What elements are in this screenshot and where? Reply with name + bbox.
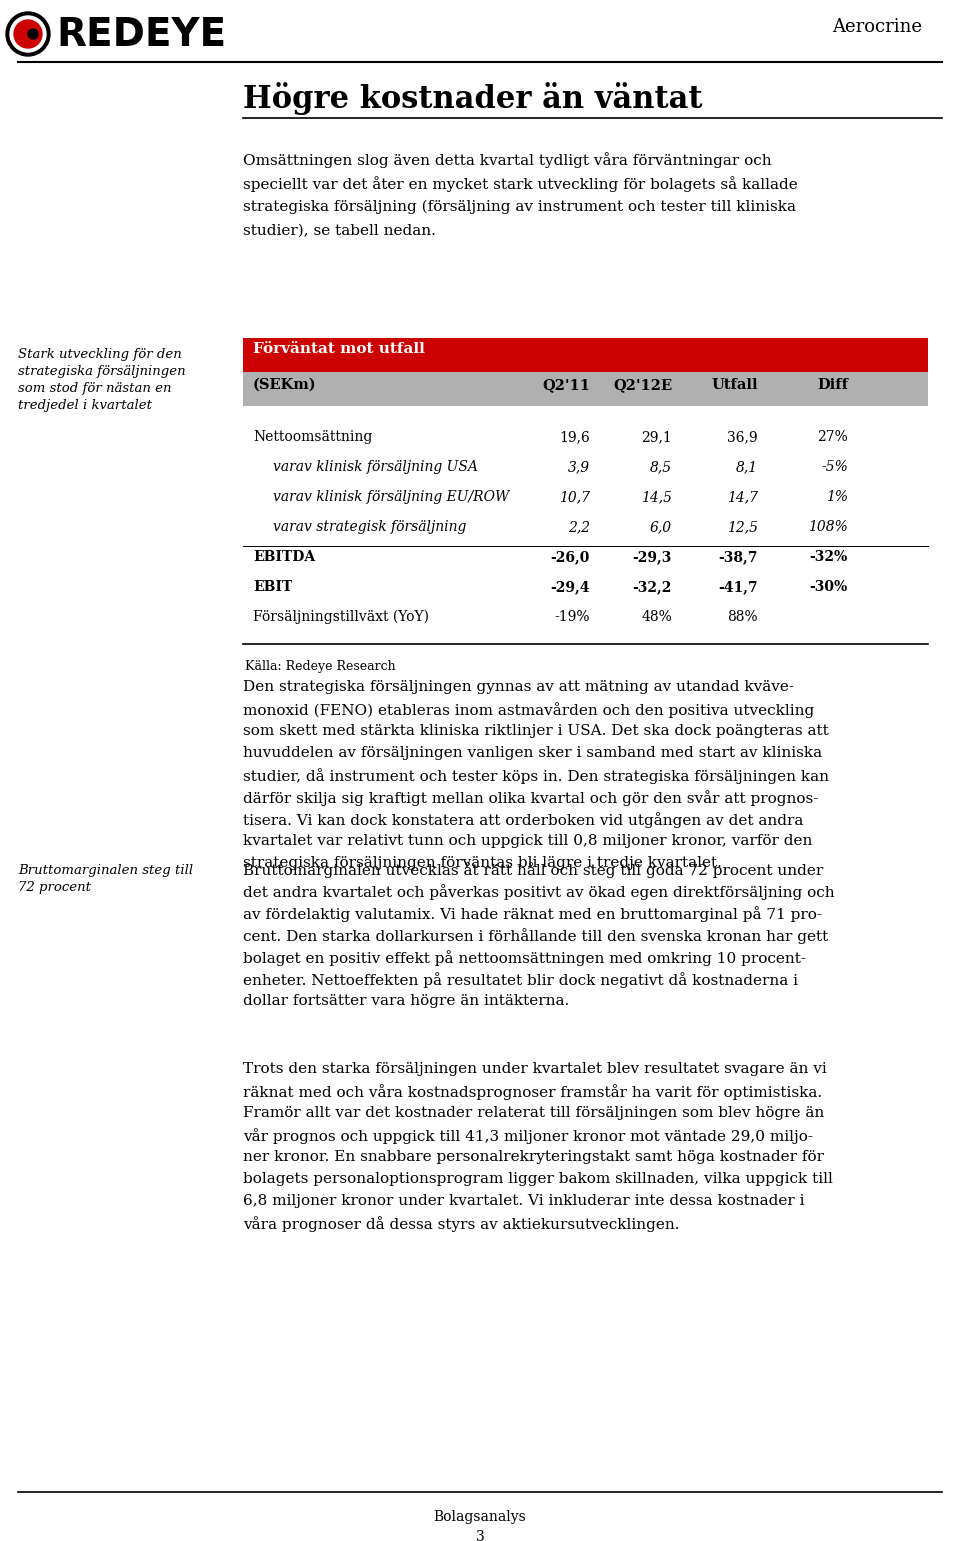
Text: dollar fortsätter vara högre än intäkterna.: dollar fortsätter vara högre än intäkter… (243, 994, 569, 1008)
Text: Källa: Redeye Research: Källa: Redeye Research (245, 660, 396, 673)
Text: enheter. Nettoeffekten på resultatet blir dock negativt då kostnaderna i: enheter. Nettoeffekten på resultatet bli… (243, 972, 798, 988)
Text: -41,7: -41,7 (718, 579, 758, 593)
Text: Utfall: Utfall (711, 378, 758, 391)
Text: det andra kvartalet och påverkas positivt av ökad egen direktförsäljning och: det andra kvartalet och påverkas positiv… (243, 885, 834, 900)
Text: 14,5: 14,5 (641, 490, 672, 504)
Text: Framör allt var det kostnader relaterat till försäljningen som blev högre än: Framör allt var det kostnader relaterat … (243, 1106, 825, 1120)
Text: huvuddelen av försäljningen vanligen sker i samband med start av kliniska: huvuddelen av försäljningen vanligen ske… (243, 746, 822, 760)
Text: 88%: 88% (728, 610, 758, 624)
Text: -26,0: -26,0 (551, 550, 590, 564)
Text: 6,0: 6,0 (650, 519, 672, 535)
Text: tisera. Vi kan dock konstatera att orderboken vid utgången av det andra: tisera. Vi kan dock konstatera att order… (243, 812, 804, 828)
Text: 48%: 48% (641, 610, 672, 624)
Text: Q2'12E: Q2'12E (612, 378, 672, 391)
Text: -32%: -32% (809, 550, 848, 564)
Text: varav strategisk försäljning: varav strategisk försäljning (273, 519, 467, 535)
Text: 12,5: 12,5 (727, 519, 758, 535)
Text: 2,2: 2,2 (568, 519, 590, 535)
Text: bolaget en positiv effekt på nettoomsättningen med omkring 10 procent-: bolaget en positiv effekt på nettoomsätt… (243, 949, 806, 966)
Text: vår prognos och uppgick till 41,3 miljoner kronor mot väntade 29,0 miljo-: vår prognos och uppgick till 41,3 miljon… (243, 1128, 813, 1143)
Text: speciellt var det åter en mycket stark utveckling för bolagets så kallade: speciellt var det åter en mycket stark u… (243, 176, 798, 193)
Text: Diff: Diff (817, 378, 848, 391)
Text: strategiska försäljningen förväntas bli lägre i tredje kvartalet.: strategiska försäljningen förväntas bli … (243, 855, 722, 871)
Bar (243, 337, 928, 371)
Circle shape (10, 15, 46, 52)
Text: strategiska försäljning (försäljning av instrument och tester till kliniska: strategiska försäljning (försäljning av … (243, 200, 796, 214)
Text: 6,8 miljoner kronor under kvartalet. Vi inkluderar inte dessa kostnader i: 6,8 miljoner kronor under kvartalet. Vi … (243, 1194, 804, 1208)
Text: -5%: -5% (821, 461, 848, 475)
Circle shape (28, 29, 38, 39)
Text: -19%: -19% (555, 610, 590, 624)
Text: Högre kostnader än väntat: Högre kostnader än väntat (243, 82, 703, 116)
Text: -29,4: -29,4 (550, 579, 590, 593)
Text: Aerocrine: Aerocrine (832, 18, 922, 35)
Text: Nettoomsättning: Nettoomsättning (253, 430, 372, 444)
Text: 3: 3 (475, 1530, 485, 1541)
Text: 3,9: 3,9 (568, 461, 590, 475)
Text: -32,2: -32,2 (633, 579, 672, 593)
Text: 8,5: 8,5 (650, 461, 672, 475)
Bar (243, 371, 928, 405)
Text: därför skilja sig kraftigt mellan olika kvartal och gör den svår att prognos-: därför skilja sig kraftigt mellan olika … (243, 791, 818, 806)
Text: tredjedel i kvartalet: tredjedel i kvartalet (18, 399, 152, 411)
Circle shape (14, 20, 42, 48)
Text: Bolagsanalys: Bolagsanalys (434, 1510, 526, 1524)
Text: (SEKm): (SEKm) (253, 378, 317, 391)
Text: 10,7: 10,7 (559, 490, 590, 504)
Text: som stod för nästan en: som stod för nästan en (18, 382, 172, 394)
Text: REDEYE: REDEYE (56, 15, 227, 54)
Text: som skett med stärkta kliniska riktlinjer i USA. Det ska dock poängteras att: som skett med stärkta kliniska riktlinje… (243, 724, 828, 738)
Text: 36,9: 36,9 (728, 430, 758, 444)
Text: räknat med och våra kostnadsprognoser framstår ha varit för optimistiska.: räknat med och våra kostnadsprognoser fr… (243, 1083, 822, 1100)
Text: Den strategiska försäljningen gynnas av att mätning av utandad kväve-: Den strategiska försäljningen gynnas av … (243, 680, 794, 693)
Text: Försäljningstillväxt (YoY): Försäljningstillväxt (YoY) (253, 610, 429, 624)
Text: Bruttomarginalen utvecklas åt rätt håll och steg till goda 72 procent under: Bruttomarginalen utvecklas åt rätt håll … (243, 861, 824, 878)
Text: ner kronor. En snabbare personalrekryteringstakt samt höga kostnader för: ner kronor. En snabbare personalrekryter… (243, 1150, 824, 1163)
Text: 108%: 108% (808, 519, 848, 535)
Text: cent. Den starka dollarkursen i förhållande till den svenska kronan har gett: cent. Den starka dollarkursen i förhålla… (243, 928, 828, 945)
Text: 19,6: 19,6 (560, 430, 590, 444)
Text: våra prognoser då dessa styrs av aktiekursutvecklingen.: våra prognoser då dessa styrs av aktieku… (243, 1216, 680, 1231)
Text: av fördelaktig valutamix. Vi hade räknat med en bruttomarginal på 71 pro-: av fördelaktig valutamix. Vi hade räknat… (243, 906, 822, 922)
Text: Bruttomarginalen steg till: Bruttomarginalen steg till (18, 865, 193, 877)
Text: 72 procent: 72 procent (18, 881, 91, 894)
Text: 8,1: 8,1 (736, 461, 758, 475)
Text: Omsättningen slog även detta kvartal tydligt våra förväntningar och: Omsättningen slog även detta kvartal tyd… (243, 153, 772, 168)
Text: Trots den starka försäljningen under kvartalet blev resultatet svagare än vi: Trots den starka försäljningen under kva… (243, 1062, 827, 1076)
Text: strategiska försäljningen: strategiska försäljningen (18, 365, 185, 378)
Text: EBIT: EBIT (253, 579, 292, 593)
Text: -30%: -30% (809, 579, 848, 593)
Text: monoxid (FENO) etableras inom astmavården och den positiva utveckling: monoxid (FENO) etableras inom astmavårde… (243, 703, 814, 718)
Text: Stark utveckling för den: Stark utveckling för den (18, 348, 181, 361)
Text: 29,1: 29,1 (641, 430, 672, 444)
Text: studier, då instrument och tester köps in. Den strategiska försäljningen kan: studier, då instrument och tester köps i… (243, 767, 829, 784)
Text: kvartalet var relativt tunn och uppgick till 0,8 miljoner kronor, varför den: kvartalet var relativt tunn och uppgick … (243, 834, 812, 848)
Text: -29,3: -29,3 (633, 550, 672, 564)
Circle shape (6, 12, 50, 55)
Text: 14,7: 14,7 (727, 490, 758, 504)
Text: 1%: 1% (826, 490, 848, 504)
Text: varav klinisk försäljning EU/ROW: varav klinisk försäljning EU/ROW (273, 490, 509, 504)
Text: Förväntat mot utfall: Förväntat mot utfall (253, 342, 425, 356)
Text: studier), se tabell nedan.: studier), se tabell nedan. (243, 223, 436, 237)
Text: bolagets personaloptionsprogram ligger bakom skillnaden, vilka uppgick till: bolagets personaloptionsprogram ligger b… (243, 1173, 833, 1187)
Text: -38,7: -38,7 (719, 550, 758, 564)
Text: EBITDA: EBITDA (253, 550, 315, 564)
Text: 27%: 27% (817, 430, 848, 444)
Text: Q2'11: Q2'11 (542, 378, 590, 391)
Text: varav klinisk försäljning USA: varav klinisk försäljning USA (273, 461, 478, 475)
